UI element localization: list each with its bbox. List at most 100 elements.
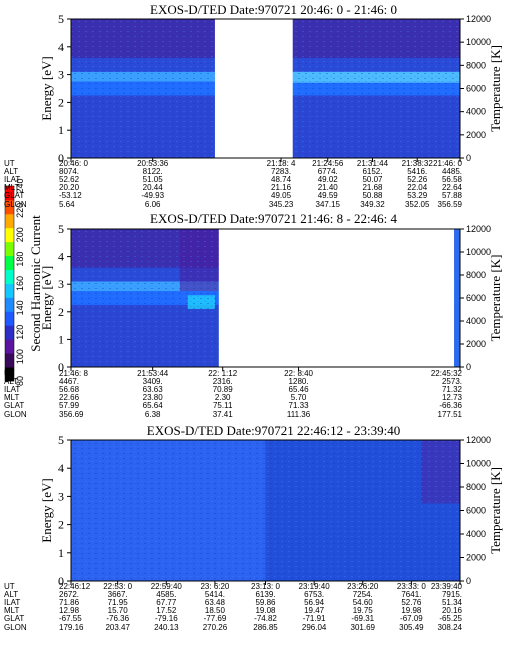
orbit-value: -69.31 [351, 614, 374, 623]
orbit-row-label: MLT [4, 606, 20, 615]
y2-tick-label: 2000 [466, 130, 486, 140]
orbit-value: 52.26 [407, 175, 428, 184]
orbit-value: 57.88 [442, 191, 463, 200]
orbit-value: -71.91 [303, 614, 326, 623]
data-gap [218, 228, 455, 368]
orbit-value: 65.46 [289, 385, 310, 394]
orbit-value: 286.85 [253, 623, 278, 632]
colorbar-tick-label: 120 [15, 325, 25, 340]
y-tick-label: 3 [58, 68, 64, 82]
y2-tick-label: 2000 [466, 339, 486, 349]
colorbar-segment [5, 186, 14, 201]
orbit-value: 23: 6:20 [200, 582, 229, 591]
y2-axis-label: Temperature [K] [488, 45, 503, 132]
y-tick-label: 0 [58, 151, 64, 165]
orbit-value: 23:39:40 [431, 582, 463, 591]
y2-tick-label: 6000 [466, 293, 486, 303]
y-tick-label: 4 [58, 40, 64, 54]
orbit-value: 12.98 [59, 606, 80, 615]
orbit-value: 22: 1:12 [208, 369, 237, 378]
orbit-row-label: ILAT [4, 175, 20, 184]
orbit-value: 22:45:32 [431, 369, 463, 378]
orbit-row-label: GLAT [4, 191, 24, 200]
orbit-row-label: MLT [4, 183, 20, 192]
orbit-value: 5.70 [291, 393, 307, 402]
orbit-row-label: UT [4, 582, 15, 591]
orbit-value: 1280. [289, 377, 309, 386]
orbit-value: 356.59 [438, 200, 463, 209]
colorbar-label: Second Harmonic Current [28, 215, 43, 352]
orbit-value: -79.16 [155, 614, 178, 623]
orbit-row-label: GLON [4, 410, 27, 419]
panel-title: EXOS-D/TED Date:970721 21:46: 8 - 22:46:… [150, 211, 397, 226]
y2-tick-label: 12000 [466, 435, 491, 445]
orbit-value: 54.60 [353, 598, 374, 607]
orbit-value: 49.59 [318, 191, 339, 200]
orbit-value: 6139. [255, 590, 275, 599]
orbit-value: 71.86 [59, 598, 80, 607]
orbit-value: 71.33 [289, 401, 310, 410]
y2-tick-label: 4000 [466, 529, 486, 539]
colorbar-segment [5, 199, 14, 215]
orbit-value: 51.05 [143, 175, 164, 184]
orbit-value: 50.07 [362, 175, 383, 184]
colorbar-tick-label: 180 [15, 252, 25, 267]
orbit-value: 49.02 [318, 175, 339, 184]
colorbar-segment [5, 339, 14, 354]
orbit-value: 63.48 [205, 598, 226, 607]
orbit-value: 6753. [304, 590, 324, 599]
orbit-value: 3409. [143, 377, 163, 386]
orbit-value: 2.30 [215, 393, 231, 402]
orbit-value: 20:53:36 [137, 159, 169, 168]
panel-title: EXOS-D/TED Date:970721 22:46:12 - 23:39:… [147, 423, 400, 438]
orbit-value: -76.36 [106, 614, 129, 623]
orbit-value: 22:46:12 [59, 582, 91, 591]
orbit-value: 22.64 [442, 183, 463, 192]
orbit-value: 7283. [271, 167, 291, 176]
orbit-row-label: ILAT [4, 598, 20, 607]
y-tick-label: 5 [58, 433, 64, 447]
orbit-value: 49.05 [271, 191, 292, 200]
y2-tick-label: 6000 [466, 84, 486, 94]
y-tick-label: 5 [58, 222, 64, 236]
orbit-value: 19.08 [255, 606, 276, 615]
orbit-row-label: GLAT [4, 614, 24, 623]
orbit-value: 59.86 [255, 598, 276, 607]
orbit-value: 4485. [442, 167, 462, 176]
y2-tick-label: 12000 [466, 14, 491, 24]
orbit-value: 8122. [143, 167, 163, 176]
orbit-row-label: UT [4, 159, 15, 168]
y2-tick-label: 12000 [466, 224, 491, 234]
colorbar-segment [5, 297, 14, 312]
orbit-row-label: GLAT [4, 401, 24, 410]
y2-tick-label: 0 [466, 362, 471, 372]
orbit-value: 21:38:32 [402, 159, 434, 168]
y-tick-label: 0 [58, 360, 64, 374]
colorbar-segment [5, 353, 14, 368]
orbit-value: 2672. [59, 590, 79, 599]
orbit-value: 111.36 [287, 410, 311, 419]
y-tick-label: 4 [58, 250, 64, 264]
orbit-value: 48.74 [271, 175, 292, 184]
colorbar-segment [5, 213, 14, 229]
y2-tick-label: 8000 [466, 60, 486, 70]
orbit-value: 352.05 [405, 200, 430, 209]
y2-tick-label: 0 [466, 153, 471, 163]
orbit-value: 4585. [156, 590, 176, 599]
y-tick-label: 1 [58, 332, 64, 346]
orbit-value: 56.68 [59, 385, 80, 394]
orbit-value: 179.16 [59, 623, 84, 632]
colorbar-frame [4, 185, 15, 382]
y-tick-label: 3 [58, 489, 64, 503]
orbit-value: 56.94 [304, 598, 325, 607]
orbit-value: 305.49 [399, 623, 424, 632]
orbit-value: -74.82 [254, 614, 277, 623]
orbit-value: 70.89 [213, 385, 234, 394]
colorbar-segment [5, 311, 14, 326]
orbit-value: 5414. [205, 590, 225, 599]
spectrogram-panel: EXOS-D/TED Date:970721 21:46: 8 - 22:46:… [4, 211, 503, 419]
y-tick-label: 4 [58, 461, 64, 475]
orbit-value: 23:26:20 [347, 582, 379, 591]
y2-tick-label: 2000 [466, 553, 486, 563]
orbit-value: 20.44 [143, 183, 164, 192]
